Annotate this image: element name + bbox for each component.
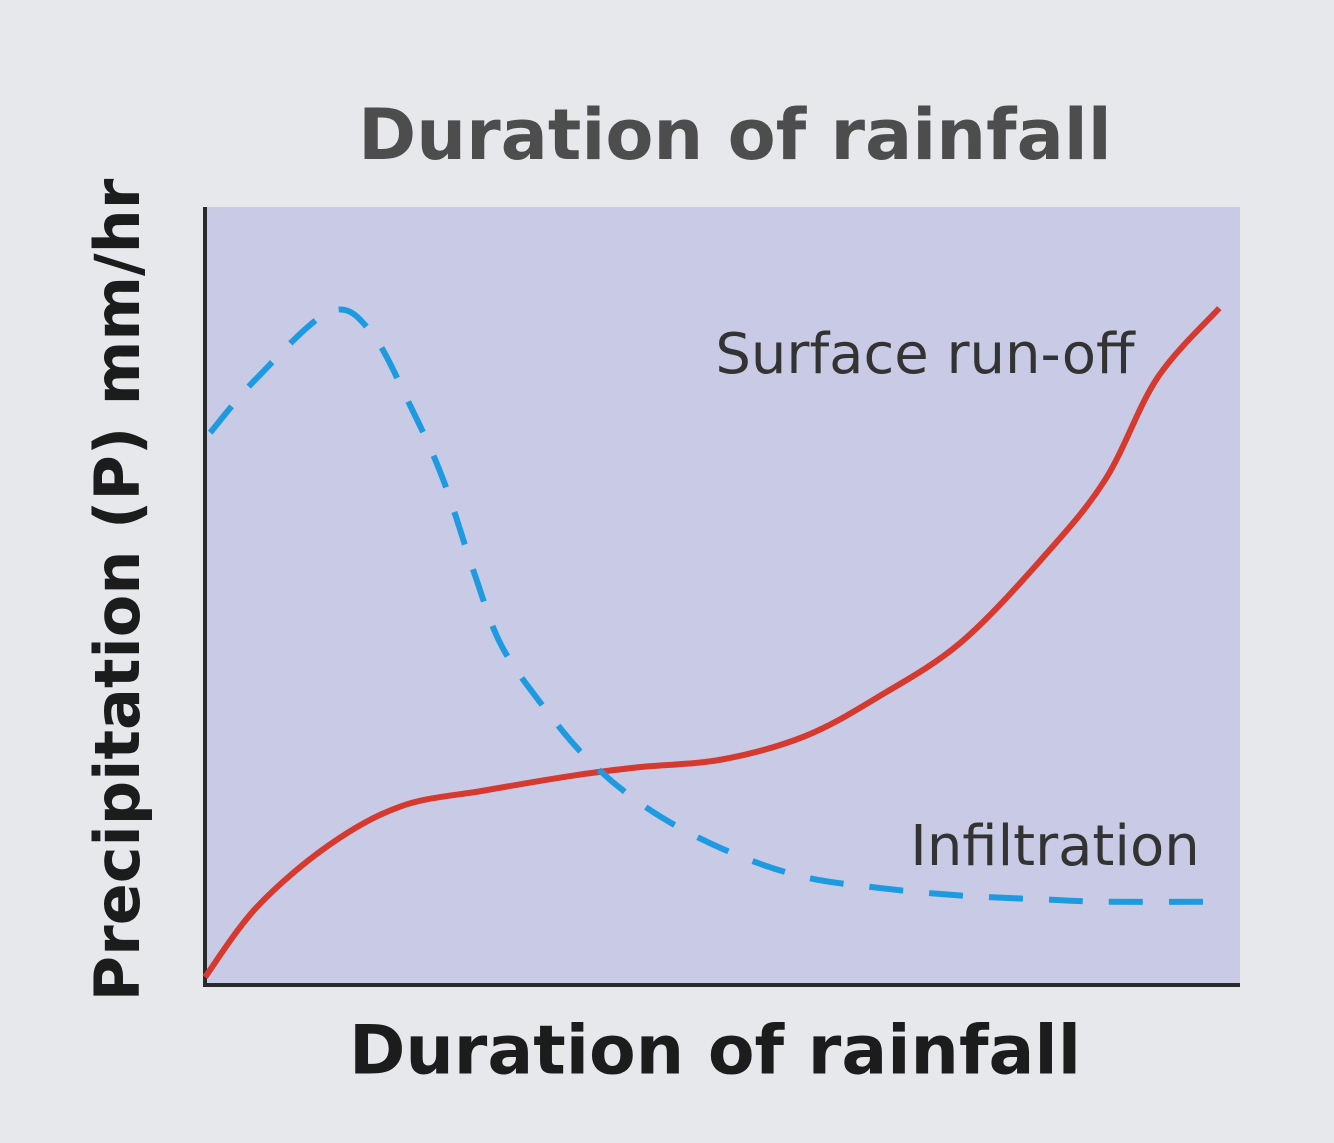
line-series: [207, 306, 1209, 905]
series-label: Surface run-off: [715, 322, 1136, 387]
y-axis-label: Precipitation (P) mm/hr: [81, 178, 154, 1001]
x-axis-label: Duration of rainfall: [349, 1012, 1081, 1091]
series-label: Infiltration: [910, 814, 1199, 879]
line-series: [202, 306, 1222, 980]
chart-title: Duration of rainfall: [358, 94, 1112, 176]
plot-area: [205, 207, 1240, 985]
